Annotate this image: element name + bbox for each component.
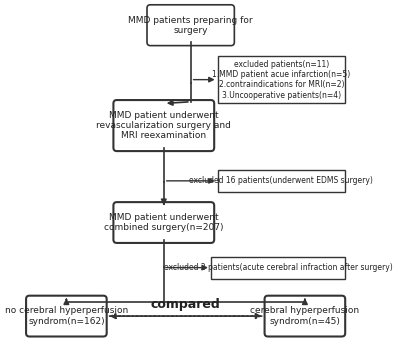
Text: MMD patient underwent
combined surgery(n=207): MMD patient underwent combined surgery(n… — [104, 213, 224, 232]
FancyBboxPatch shape — [26, 296, 107, 336]
FancyBboxPatch shape — [211, 257, 345, 279]
FancyBboxPatch shape — [218, 56, 345, 104]
Text: excluded patients(n=11)
1.MMD patient acue infarction(n=5)
2.contraindications f: excluded patients(n=11) 1.MMD patient ac… — [212, 60, 350, 100]
Text: no cerebral hyperperfusion
syndrom(n=162): no cerebral hyperperfusion syndrom(n=162… — [5, 306, 128, 326]
Text: MMD patients preparing for
surgery: MMD patients preparing for surgery — [128, 15, 253, 35]
Text: excluded 16 patients(underwent EDMS surgery): excluded 16 patients(underwent EDMS surg… — [190, 176, 373, 185]
FancyBboxPatch shape — [114, 100, 214, 151]
Text: compared: compared — [151, 298, 220, 311]
FancyBboxPatch shape — [264, 296, 345, 336]
Text: MMD patient underwent
revascularization surgery and
MRI reexamination: MMD patient underwent revascularization … — [96, 111, 231, 141]
Text: cerebral hyperperfusion
syndrom(n=45): cerebral hyperperfusion syndrom(n=45) — [250, 306, 360, 326]
Text: excluded 2 patients(acute cerebral infraction after surgery): excluded 2 patients(acute cerebral infra… — [164, 263, 392, 272]
FancyBboxPatch shape — [147, 5, 234, 46]
FancyBboxPatch shape — [218, 170, 345, 192]
FancyBboxPatch shape — [114, 202, 214, 243]
